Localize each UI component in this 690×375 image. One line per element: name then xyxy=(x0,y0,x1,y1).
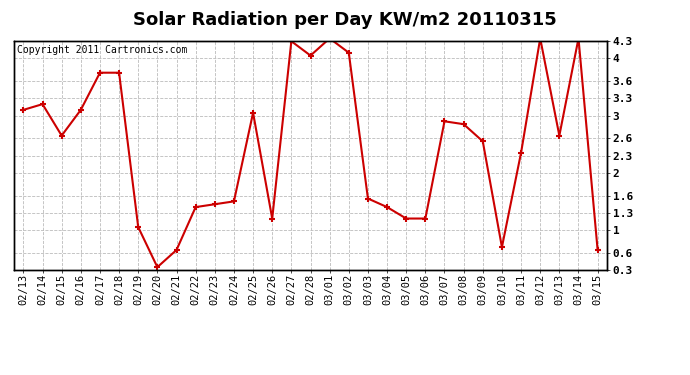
Text: Copyright 2011 Cartronics.com: Copyright 2011 Cartronics.com xyxy=(17,45,187,55)
Text: Solar Radiation per Day KW/m2 20110315: Solar Radiation per Day KW/m2 20110315 xyxy=(133,11,557,29)
